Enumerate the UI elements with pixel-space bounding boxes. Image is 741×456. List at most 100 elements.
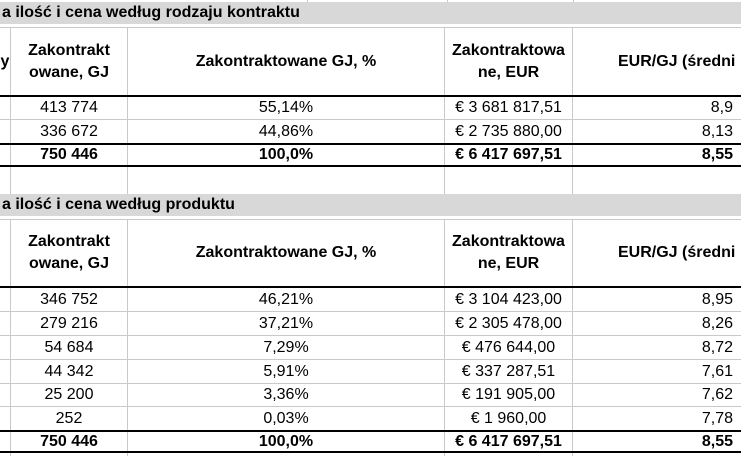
cell-gj[interactable]: 346 752 bbox=[11, 288, 128, 311]
cell-eur[interactable]: € 3 681 817,51 bbox=[445, 97, 573, 119]
section2-title-row[interactable]: a ilość i cena według produktu bbox=[0, 194, 741, 216]
cell-gj[interactable]: 279 216 bbox=[11, 312, 128, 335]
cell-eur[interactable]: € 2 305 478,00 bbox=[445, 312, 573, 335]
cell-rowlabel[interactable] bbox=[0, 336, 11, 359]
cell-contracted-gj-header[interactable]: Zakontrakt owane, GJ bbox=[11, 220, 128, 286]
gridline-tick bbox=[307, 0, 308, 2]
table2-header-row: Zakontrakt owane, GJ Zakontraktowane GJ,… bbox=[0, 219, 741, 288]
cell-contracted-gj-header[interactable]: Zakontrakt owane, GJ bbox=[11, 28, 128, 95]
cell-pct[interactable]: 46,21% bbox=[128, 288, 445, 311]
cell-rowlabel[interactable] bbox=[0, 432, 11, 451]
section1-title-row[interactable]: a ilość i cena według rodzaju kontraktu bbox=[0, 2, 741, 24]
header-line2: ne, EUR bbox=[477, 63, 540, 81]
cell-gj[interactable]: 413 774 bbox=[11, 97, 128, 119]
section2-title: a ilość i cena według produktu bbox=[2, 196, 235, 213]
header-line2: owane, GJ bbox=[28, 63, 110, 81]
header-line1: Zakontraktowa bbox=[452, 233, 565, 251]
cell-pct[interactable]: 0,03% bbox=[128, 407, 445, 430]
cell-gj[interactable]: 54 684 bbox=[11, 336, 128, 359]
section1-title: a ilość i cena według rodzaju kontraktu bbox=[2, 4, 300, 21]
cell-empty[interactable] bbox=[11, 167, 128, 194]
cell-pct[interactable]: 7,29% bbox=[128, 336, 445, 359]
cell-empty bbox=[11, 453, 128, 456]
cell-rowlabel[interactable] bbox=[0, 145, 11, 165]
cell-avg[interactable]: 7,62 bbox=[701, 386, 733, 403]
gridline-tick bbox=[573, 0, 574, 2]
cell-empty[interactable] bbox=[445, 167, 573, 194]
table2-row: 44 342 5,91% € 337 287,51 7,61 bbox=[0, 360, 741, 384]
bottom-partial-row bbox=[0, 453, 741, 456]
cell-empty[interactable] bbox=[0, 167, 11, 194]
cell-empty bbox=[0, 453, 11, 456]
cell-contracted-gj-pct-header[interactable]: Zakontraktowane GJ, % bbox=[128, 28, 445, 95]
table2-row: 25 200 3,36% € 191 905,00 7,62 bbox=[0, 384, 741, 407]
cell-rowlabel[interactable] bbox=[0, 360, 11, 383]
top-partial-row bbox=[0, 0, 741, 2]
table1-header-row: y Zakontrakt owane, GJ Zakontraktowane G… bbox=[0, 27, 741, 97]
cell-avg-total[interactable]: 8,55 bbox=[701, 432, 733, 450]
table1-total-row: 750 446 100,0% € 6 417 697,51 8,55 bbox=[0, 143, 741, 167]
spacer bbox=[0, 24, 741, 27]
table1-row: 336 672 44,86% € 2 735 880,00 8,13 bbox=[0, 120, 741, 143]
cell-empty bbox=[445, 453, 573, 456]
cell-eur[interactable]: € 3 104 423,00 bbox=[445, 288, 573, 311]
cell-eur[interactable]: € 337 287,51 bbox=[445, 360, 573, 383]
cell-rowlabel[interactable] bbox=[0, 120, 11, 143]
cell-rowlabel[interactable] bbox=[0, 384, 11, 406]
cell-eur[interactable]: € 1 960,00 bbox=[445, 407, 573, 430]
table2-row: 252 0,03% € 1 960,00 7,78 bbox=[0, 407, 741, 430]
cell-gj[interactable]: 44 342 bbox=[11, 360, 128, 383]
cell-avg[interactable]: 8,95 bbox=[701, 290, 733, 308]
cell-avg[interactable]: 8,9 bbox=[710, 99, 733, 116]
cell-contracted-gj-pct-header[interactable]: Zakontraktowane GJ, % bbox=[128, 220, 445, 286]
cell-pct[interactable]: 5,91% bbox=[128, 360, 445, 383]
cell-rowlabel[interactable] bbox=[0, 312, 11, 335]
cell-avg[interactable]: 8,13 bbox=[701, 122, 733, 140]
table2-total-row: 750 446 100,0% € 6 417 697,51 8,55 bbox=[0, 430, 741, 453]
cell-pct[interactable]: 3,36% bbox=[128, 384, 445, 406]
gridline-tick bbox=[447, 0, 448, 2]
cell-eur-total[interactable]: € 6 417 697,51 bbox=[445, 145, 573, 165]
cell-eur[interactable]: € 2 735 880,00 bbox=[445, 120, 573, 143]
cell-pct[interactable]: 44,86% bbox=[128, 120, 445, 143]
cell-rowlabel-header[interactable] bbox=[0, 220, 11, 286]
table2-row: 279 216 37,21% € 2 305 478,00 8,26 bbox=[0, 312, 741, 336]
header-line1: Zakontraktowa bbox=[452, 41, 565, 59]
spacer bbox=[0, 216, 741, 219]
cell-rowlabel-header[interactable]: y bbox=[0, 28, 11, 95]
cell-gj[interactable]: 25 200 bbox=[11, 384, 128, 406]
cell-contracted-eur-header[interactable]: Zakontraktowa ne, EUR bbox=[445, 220, 573, 286]
cell-rowlabel[interactable] bbox=[0, 97, 11, 119]
cell-pct[interactable]: 55,14% bbox=[128, 97, 445, 119]
cell-empty[interactable] bbox=[128, 167, 445, 194]
cell-contracted-eur-header[interactable]: Zakontraktowa ne, EUR bbox=[445, 28, 573, 95]
table1-row: 413 774 55,14% € 3 681 817,51 8,9 bbox=[0, 97, 741, 120]
cell-empty bbox=[128, 453, 445, 456]
cell-pct-total[interactable]: 100,0% bbox=[128, 432, 445, 451]
cell-avg-total[interactable]: 8,55 bbox=[701, 146, 733, 163]
cell-gj[interactable]: 252 bbox=[11, 407, 128, 430]
cell-gj[interactable]: 336 672 bbox=[11, 120, 128, 143]
cell-avg[interactable]: 8,72 bbox=[701, 338, 733, 356]
cell-rowlabel[interactable] bbox=[0, 288, 11, 311]
header-line1: Zakontrakt bbox=[28, 233, 110, 251]
header-line2: ne, EUR bbox=[477, 255, 540, 272]
cell-gj-total[interactable]: 750 446 bbox=[11, 145, 128, 165]
header-line1: Zakontrakt bbox=[28, 41, 110, 59]
cell-gj-total[interactable]: 750 446 bbox=[11, 432, 128, 451]
cell-empty[interactable] bbox=[573, 167, 741, 194]
cell-pct[interactable]: 37,21% bbox=[128, 312, 445, 335]
cell-avg[interactable]: 7,78 bbox=[701, 409, 733, 427]
cell-eur[interactable]: € 191 905,00 bbox=[445, 384, 573, 406]
header-line2: owane, GJ bbox=[28, 255, 110, 272]
cell-eur-per-gj-header[interactable]: EUR/GJ (średni bbox=[618, 52, 736, 70]
cell-rowlabel[interactable] bbox=[0, 407, 11, 430]
cell-eur-per-gj-header[interactable]: EUR/GJ (średni bbox=[618, 244, 736, 262]
cell-avg[interactable]: 8,26 bbox=[701, 314, 733, 332]
cell-eur[interactable]: € 476 644,00 bbox=[445, 336, 573, 359]
cell-avg[interactable]: 7,61 bbox=[701, 362, 733, 380]
cell-pct-total[interactable]: 100,0% bbox=[128, 145, 445, 165]
table2-row: 346 752 46,21% € 3 104 423,00 8,95 bbox=[0, 288, 741, 312]
cell-eur-total[interactable]: € 6 417 697,51 bbox=[445, 432, 573, 451]
